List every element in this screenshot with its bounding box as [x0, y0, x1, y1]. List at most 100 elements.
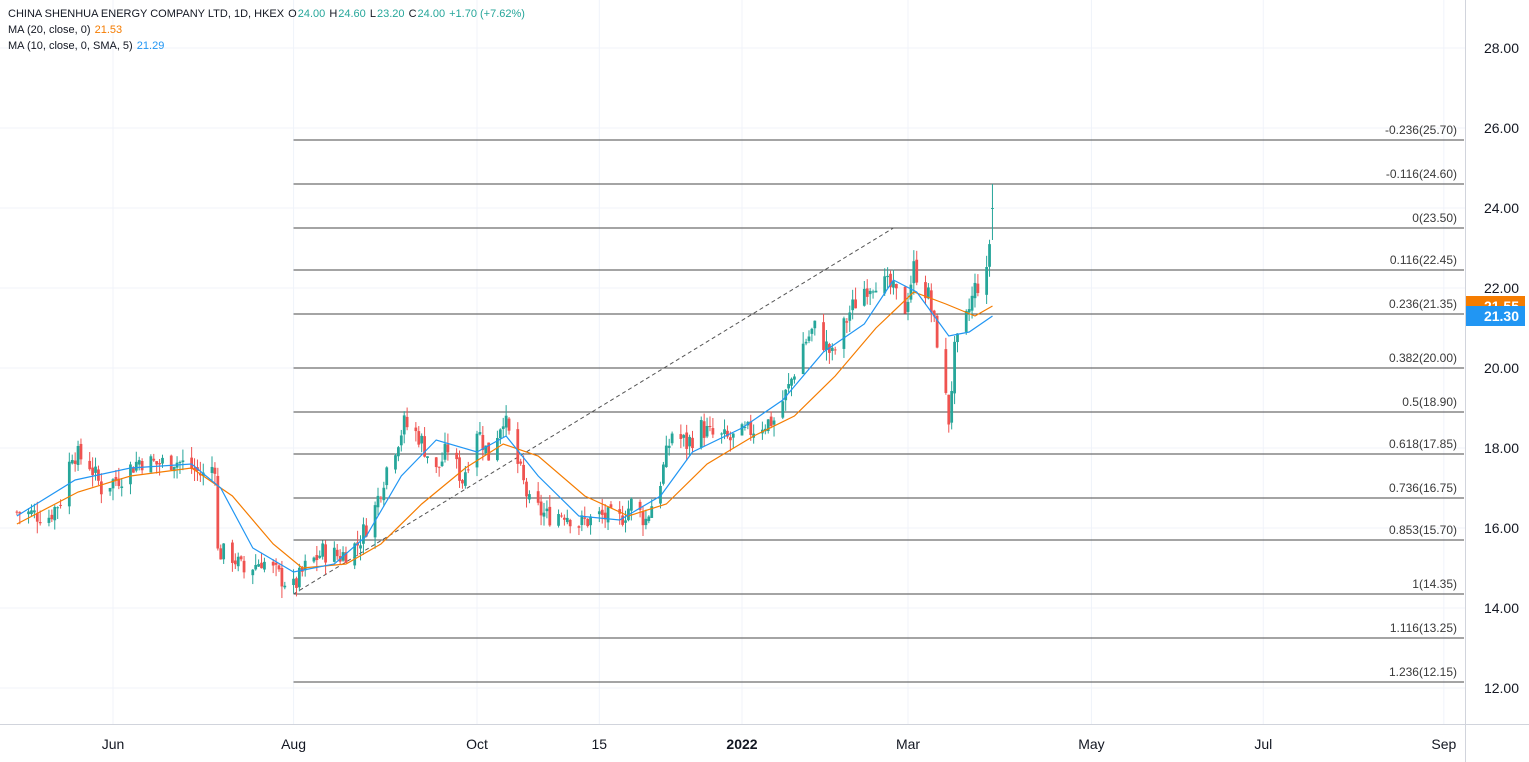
candle-body	[481, 434, 485, 451]
time-tick-label: Aug	[281, 736, 306, 752]
candle-body	[385, 467, 389, 486]
candle-body	[169, 455, 173, 470]
candle-body	[140, 460, 144, 471]
legend-ma20-row[interactable]: MA (20, close, 0) 21.53	[8, 22, 526, 38]
candle-body	[950, 390, 954, 423]
candle-body	[359, 545, 362, 549]
price-tick-label: 14.00	[1484, 600, 1519, 616]
candle-body	[437, 466, 441, 468]
candle-body	[478, 432, 482, 435]
candle-body	[38, 522, 42, 524]
fib-level-label: 0.382(20.00)	[1389, 351, 1457, 365]
candle-body	[624, 520, 627, 523]
candle-body	[463, 472, 467, 486]
candle-body	[801, 343, 805, 375]
candle-body	[568, 519, 572, 527]
candle-body	[650, 506, 654, 518]
time-tick-label: Jul	[1254, 736, 1272, 752]
candle-body	[149, 456, 153, 473]
candle-body	[525, 481, 528, 497]
candle-body	[382, 487, 386, 501]
legend-open: 24.00	[297, 8, 326, 20]
candle-body	[662, 464, 665, 484]
fib-level-label: 0.5(18.90)	[1402, 395, 1457, 409]
trend-line[interactable]	[293, 227, 894, 595]
candle-body	[507, 418, 511, 431]
candle-body	[522, 464, 525, 481]
candle-body	[484, 445, 488, 454]
fib-level-label: 0.736(16.75)	[1389, 481, 1457, 495]
fib-level-label: 1(14.35)	[1412, 577, 1457, 591]
candle-body	[944, 349, 948, 393]
candle-body	[114, 477, 118, 481]
candle-body	[967, 309, 971, 313]
candle-body	[353, 543, 357, 566]
candle-body	[536, 491, 540, 503]
candle-body	[161, 457, 164, 464]
candle-body	[251, 569, 255, 576]
price-tick-label: 28.00	[1484, 40, 1519, 56]
candle-body	[542, 512, 546, 517]
candle-body	[956, 333, 959, 343]
fibonacci-retracement[interactable]: -0.236(25.70) -0.116(24.60) 0(23.50) 0.116(…	[293, 123, 1464, 683]
time-tick-label: Oct	[466, 736, 488, 752]
candle-body	[927, 287, 930, 299]
candle-body	[842, 318, 846, 349]
candle-body	[606, 507, 610, 523]
candle-body	[292, 578, 295, 586]
legend-close-label: C	[408, 8, 417, 20]
candle-body	[446, 444, 450, 453]
candle-body	[399, 435, 403, 446]
candle-body	[233, 560, 237, 565]
candle-body	[740, 424, 744, 436]
candle-body	[976, 283, 980, 294]
candle-body	[659, 485, 662, 504]
candle-body	[181, 460, 185, 463]
legend-ma20-value: 21.53	[94, 24, 123, 36]
candle-body	[772, 420, 776, 425]
candle-body	[458, 457, 461, 481]
legend-symbol-row: CHINA SHENHUA ENERGY COMPANY LTD, 1D, HK…	[8, 6, 526, 22]
candle-body	[988, 244, 991, 267]
candle-body	[466, 469, 470, 471]
candle-body	[685, 432, 689, 449]
candle-body	[953, 341, 956, 394]
legend-symbol: CHINA SHENHUA ENERGY COMPANY LTD, 1D, HK…	[8, 8, 285, 20]
price-tick-label: 16.00	[1484, 520, 1519, 536]
candle-body	[420, 435, 424, 444]
candle-body	[580, 515, 584, 526]
candle-body	[912, 261, 916, 284]
legend-ma10-label: MA (10, close, 0, SMA, 5)	[8, 40, 133, 52]
candle-body	[257, 564, 260, 567]
candle-body	[865, 288, 869, 297]
candle-body	[868, 290, 872, 295]
candle-body	[702, 421, 706, 438]
candle-body	[947, 394, 951, 425]
candle-body	[886, 275, 889, 278]
candle-body	[906, 301, 910, 312]
candle-body	[516, 429, 520, 464]
candle-body	[222, 543, 226, 560]
legend-ma10-row[interactable]: MA (10, close, 0, SMA, 5) 21.29	[8, 38, 526, 54]
price-tick-label: 20.00	[1484, 360, 1519, 376]
candle-body	[53, 506, 57, 521]
candle-body	[210, 466, 214, 473]
candle-body	[487, 442, 491, 461]
fib-level-label: 0.853(15.70)	[1389, 523, 1457, 537]
candle-body	[848, 312, 852, 321]
candle-body	[749, 421, 753, 436]
candle-body	[423, 436, 426, 457]
candle-body	[56, 507, 60, 509]
candle-body	[99, 481, 103, 495]
candle-body	[708, 425, 712, 427]
candle-body	[854, 299, 857, 309]
candle-body	[787, 384, 790, 389]
candle-body	[321, 543, 325, 557]
candle-body	[496, 438, 499, 461]
candle-body	[664, 445, 668, 468]
candle-body	[688, 436, 691, 447]
time-tick-label: Jun	[102, 736, 125, 752]
candle-body	[318, 555, 322, 558]
candle-body	[557, 514, 560, 526]
